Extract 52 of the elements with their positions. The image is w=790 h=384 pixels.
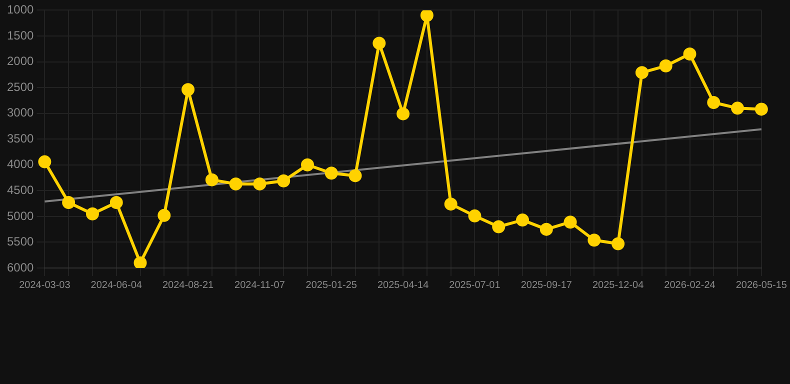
point	[635, 66, 648, 80]
y-tick-label: 3000	[6, 106, 34, 120]
x-tick-label: 2024-06-04	[90, 280, 142, 291]
point	[588, 234, 601, 247]
point	[683, 48, 696, 61]
x-tick-label: 2025-01-25	[306, 280, 358, 291]
point	[253, 177, 266, 190]
y-tick-label: 6000	[6, 260, 34, 274]
y-tick-label: 2500	[6, 80, 34, 94]
point	[468, 209, 482, 222]
x-tick-label: 2025-09-17	[520, 280, 572, 291]
point	[492, 220, 506, 234]
point	[324, 166, 338, 180]
point	[62, 196, 76, 210]
point	[134, 256, 147, 268]
point	[229, 177, 242, 190]
x-tick-label: 2026-05-15	[736, 280, 788, 291]
y-tick-label: 4500	[6, 182, 34, 197]
point	[110, 196, 123, 210]
point	[707, 96, 720, 109]
y-tick-label: 5500	[6, 234, 34, 249]
point	[300, 158, 314, 172]
point	[731, 102, 744, 115]
x-tick-label: 2025-07-01	[449, 280, 501, 291]
point	[420, 10, 434, 22]
point	[205, 173, 218, 186]
point	[372, 36, 386, 50]
point	[540, 222, 553, 236]
point	[86, 207, 99, 220]
point	[444, 198, 458, 211]
point	[659, 59, 672, 72]
point	[516, 214, 530, 227]
y-tick-label: 1500	[6, 28, 34, 42]
x-tick-label: 2024-11-07	[234, 280, 286, 291]
point	[182, 83, 195, 96]
point	[277, 174, 290, 188]
point	[348, 169, 362, 182]
point	[612, 237, 625, 250]
point	[754, 102, 768, 116]
x-tick-label: 2026-02-24	[664, 280, 716, 291]
y-tick-label: 3500	[6, 131, 34, 146]
point	[396, 107, 410, 120]
x-tick-label: 2024-08-21	[162, 280, 214, 291]
point	[158, 208, 171, 222]
y-tick-label: 2000	[6, 54, 34, 68]
y-tick-label: 4000	[6, 157, 34, 172]
y-tick-label: 1000	[6, 2, 34, 17]
x-tick-label: 2025-04-14	[377, 280, 430, 291]
y-tick-label: 5000	[6, 208, 34, 223]
x-tick-label: 2024-03-03	[19, 280, 71, 291]
point	[564, 216, 577, 229]
x-tick-label: 2025-12-04	[592, 280, 644, 291]
